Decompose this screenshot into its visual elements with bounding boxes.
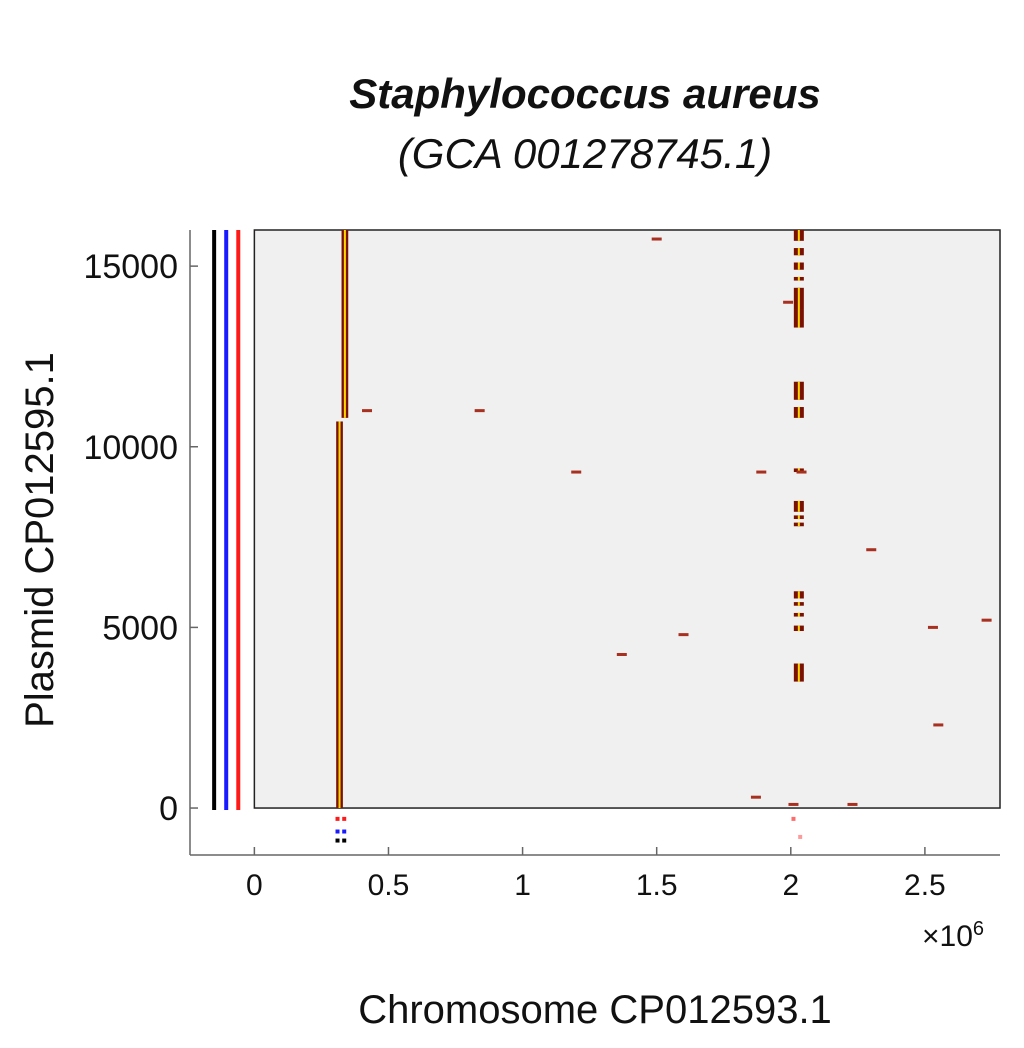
- x-tick-label-2: 1: [514, 869, 531, 902]
- scattered-hit-4: [651, 237, 662, 241]
- y-tick-label-3: 15000: [83, 248, 178, 286]
- cluster-hit-core-1: [797, 625, 800, 632]
- y-tick-label-1: 5000: [102, 609, 178, 647]
- scattered-hit-8: [783, 300, 794, 304]
- scattered-hit-7: [750, 795, 761, 799]
- cluster-hit-core-2: [797, 612, 800, 617]
- scattered-hit-3: [616, 652, 627, 656]
- plot-panel: [253, 229, 1001, 809]
- cluster-hit-core-10: [797, 381, 800, 400]
- chart-subtitle: (GCA 001278745.1): [397, 130, 773, 177]
- cluster-hit-core-6: [797, 515, 800, 520]
- scattered-hit-14: [933, 723, 944, 727]
- cluster-hit-core-11: [797, 309, 800, 328]
- scattered-hit-12: [847, 802, 858, 806]
- cluster-hit-core-3: [797, 602, 800, 606]
- strand-marker-4: [342, 829, 347, 834]
- cluster-hit-core-13: [797, 276, 800, 281]
- x-tick-label-3: 1.5: [636, 869, 678, 902]
- scattered-hit-13: [927, 625, 938, 629]
- chart-title: Staphylococcus aureus: [349, 70, 821, 117]
- scattered-hit-9: [788, 802, 799, 806]
- scattered-hit-2: [571, 470, 582, 474]
- x-tick-label-5: 2.5: [904, 869, 946, 902]
- scattered-hit-15: [981, 618, 992, 622]
- strand-marker-5: [342, 838, 347, 843]
- x-tick-label-0: 0: [246, 869, 263, 902]
- scattered-hit-6: [756, 470, 767, 474]
- y-tick-label-2: 10000: [83, 429, 178, 467]
- scattered-hit-0: [362, 409, 373, 413]
- cluster-hit-core-15: [797, 248, 800, 256]
- cluster-hit-core-16: [797, 230, 800, 241]
- strand-marker-6: [791, 816, 796, 821]
- cluster-hit-core-7: [797, 500, 800, 512]
- y-axis-label: Plasmid CP012595.1: [18, 352, 62, 728]
- strand-marker-2: [335, 838, 340, 843]
- strand-marker-1: [335, 829, 340, 834]
- x-multiplier-label: ×106: [922, 918, 985, 953]
- cluster-hit-core-12: [797, 287, 800, 310]
- x-tick-label-4: 2: [782, 869, 799, 902]
- cluster-hit-core-9: [797, 407, 800, 418]
- scattered-hit-10: [796, 470, 807, 474]
- x-tick-label-1: 0.5: [368, 869, 410, 902]
- x-axis-label: Chromosome CP012593.1: [358, 988, 832, 1032]
- scattered-hit-5: [678, 633, 689, 637]
- cluster-hit-core-14: [797, 262, 800, 270]
- cluster-hit-core-4: [797, 591, 800, 599]
- y-tick-label-0: 0: [159, 790, 178, 828]
- strand-marker-0: [335, 816, 340, 821]
- scattered-hit-1: [474, 409, 485, 413]
- scattered-hit-11: [866, 548, 877, 552]
- cluster-hit-core-5: [797, 522, 800, 527]
- cluster-hit-core-0: [797, 663, 800, 682]
- strand-marker-3: [342, 816, 347, 821]
- strand-marker-7: [798, 834, 803, 839]
- cluster-hit-core-8: [797, 468, 800, 473]
